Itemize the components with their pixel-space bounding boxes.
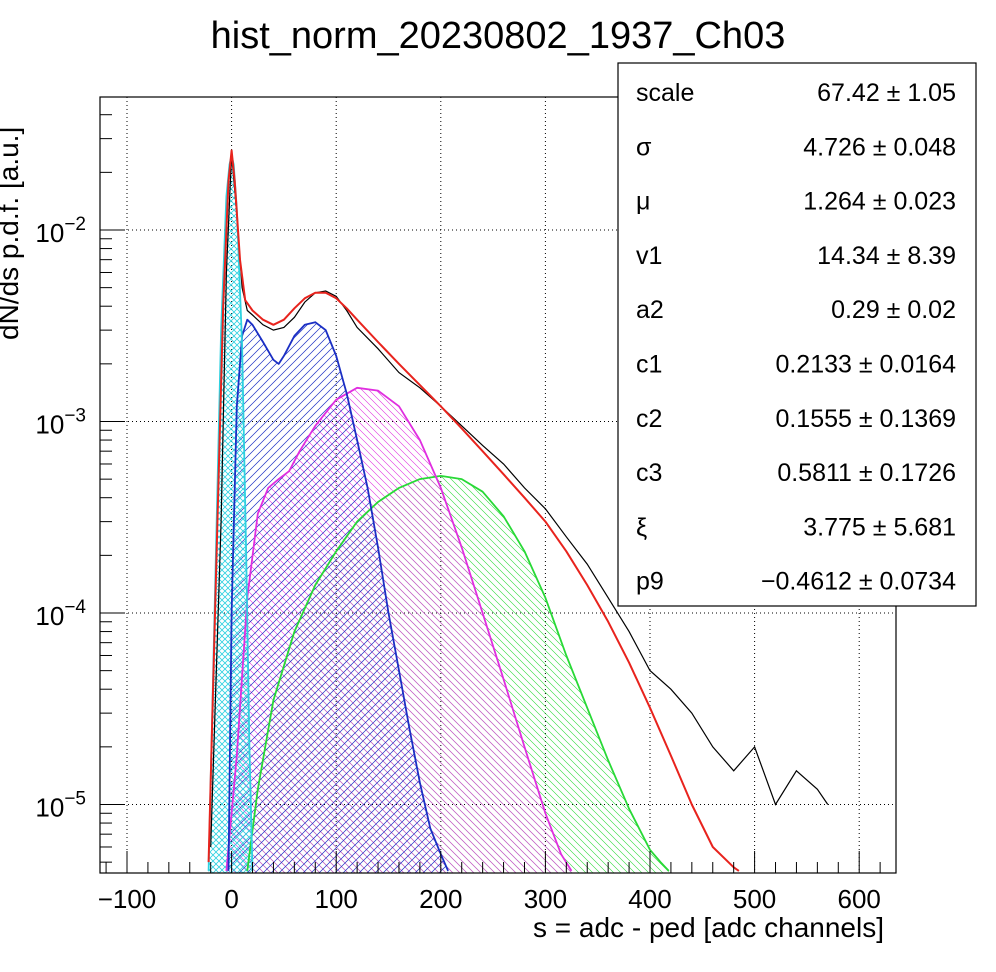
component-curve	[225, 386, 573, 872]
stat-name: scale	[636, 79, 694, 107]
stat-name: c2	[636, 405, 662, 433]
stat-value: −0.4612 ± 0.0734	[761, 568, 956, 596]
x-tick-label: −100	[98, 884, 157, 914]
x-tick-label: 600	[838, 884, 881, 914]
component-fills	[208, 155, 669, 873]
x-tick-label: 200	[419, 884, 462, 914]
x-tick-label: 100	[315, 884, 358, 914]
y-tick-label: 10−4	[35, 597, 86, 631]
fit-stats-box: scale 67.42 ± 1.05 σ 4.726 ± 0.048 μ 1.264 ± …	[617, 62, 977, 607]
x-axis-ticks: −100 0 100 200 300 400 500 600	[98, 851, 881, 914]
stat-value: 0.5811 ± 0.1726	[777, 459, 956, 487]
x-tick-label: 300	[524, 884, 567, 914]
x-axis-title: s = adc - ped [adc channels]	[533, 912, 884, 943]
stat-name: σ	[636, 133, 652, 161]
y-axis-title: dN/ds p.d.f. [a.u.]	[0, 127, 24, 340]
stat-name: c1	[636, 351, 662, 379]
stat-name: μ	[636, 188, 650, 216]
y-tick-label: 10−5	[35, 789, 86, 823]
data-histogram	[210, 153, 829, 848]
x-tick-label: 400	[628, 884, 671, 914]
stat-name: v1	[636, 242, 662, 270]
stat-value: 67.42 ± 1.05	[817, 79, 956, 107]
stat-name: p9	[636, 568, 664, 596]
component-curve	[227, 318, 449, 872]
fit-curves	[207, 149, 740, 872]
component-fill-area	[228, 319, 449, 873]
stat-value: 0.29 ± 0.02	[831, 296, 956, 324]
y-tick-label: 10−2	[35, 214, 86, 248]
stats-box-frame	[617, 62, 977, 607]
stat-value: 4.726 ± 0.048	[803, 133, 956, 161]
component-curve	[246, 475, 670, 872]
stat-value: 0.1555 ± 0.1369	[775, 405, 956, 433]
y-axis-ticks: 10−5 10−4 10−3 10−2	[35, 114, 124, 863]
total-fit-curve	[207, 149, 740, 872]
chart-title: hist_norm_20230802_1937_Ch03	[211, 15, 786, 57]
stat-name: a2	[636, 296, 664, 324]
stat-name: ξ	[636, 513, 647, 541]
stat-value: 14.34 ± 8.39	[817, 242, 956, 270]
x-tick-label: 0	[224, 884, 238, 914]
stat-value: 0.2133 ± 0.0164	[775, 351, 956, 379]
stat-value: 1.264 ± 0.023	[803, 188, 956, 216]
data-histogram-line	[210, 153, 829, 848]
x-tick-label: 500	[733, 884, 776, 914]
stat-name: c3	[636, 459, 662, 487]
y-tick-label: 10−3	[35, 406, 86, 440]
stat-value: 3.775 ± 5.681	[803, 513, 956, 541]
